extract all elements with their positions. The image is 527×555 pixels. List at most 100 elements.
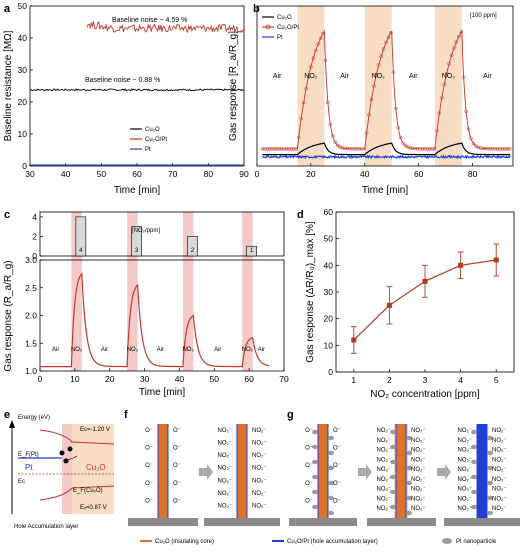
data-point	[432, 147, 437, 151]
region-label: Air	[52, 347, 59, 353]
adsorbed-species-label: NO₂⁻	[218, 453, 233, 459]
x-tick-label: 80	[204, 169, 214, 179]
adsorbed-species-label: NO₂⁻	[492, 467, 507, 473]
legend-label-pt: Pt	[277, 35, 283, 41]
data-point	[389, 30, 393, 35]
data-point	[396, 125, 400, 130]
adsorbed-species-label: NO₂⁻	[377, 457, 392, 463]
data-point	[447, 61, 451, 66]
data-point	[294, 147, 299, 151]
pt-nanoparticle	[406, 510, 412, 516]
data-point	[330, 134, 335, 138]
data-point	[435, 128, 439, 133]
y-tick-label: 50	[324, 234, 334, 244]
panel-a-legend: Cu₂O Cu₂O/Pt Pt	[130, 127, 167, 153]
adsorbed-species-label: NO₂⁻	[411, 448, 426, 454]
adsorbed-species-label: O⁻	[305, 463, 313, 469]
series-line-0	[262, 142, 511, 156]
adsorbed-species-label: NO₂⁻	[492, 496, 507, 502]
panel-c-x-ticks: 0 10 20 30 40 50 60 70	[38, 368, 289, 384]
adsorbed-species-label: NO₂⁻	[377, 506, 392, 512]
pt-nanoparticle	[328, 435, 334, 441]
y-tick-label: 2.0	[25, 311, 37, 321]
y-tick-label: 1.0	[25, 366, 37, 376]
x-tick-label: 40	[61, 169, 71, 179]
y-tick-label: 0	[328, 367, 333, 377]
data-point	[357, 147, 362, 151]
x-tick-label: 70	[168, 169, 178, 179]
data-point	[297, 135, 301, 140]
data-point	[313, 48, 318, 53]
x-tick-label: 50	[210, 374, 220, 384]
concentration-bar	[187, 236, 198, 257]
ef-pt-label: E_F(Pt)	[18, 452, 39, 458]
adsorbed-species-label: NO₂⁻	[492, 487, 507, 493]
data-point	[459, 30, 464, 34]
region-label: NO₂	[71, 347, 83, 353]
data-point	[318, 36, 323, 41]
adsorbed-species-label: NO₂⁻	[377, 438, 392, 444]
data-point	[263, 147, 267, 151]
data-point	[379, 54, 383, 58]
data-point	[374, 72, 379, 77]
data-point	[401, 141, 405, 145]
y-tick-label: 20	[324, 314, 334, 324]
region-label: Air	[258, 347, 265, 353]
pt-nanoparticle	[312, 474, 318, 480]
process-arrow	[199, 464, 213, 480]
data-point	[260, 147, 265, 151]
pt-nanoparticle	[406, 435, 412, 441]
x-tick-label: 80	[468, 169, 478, 179]
legend-label-cu2o-pt: Cu₂O/Pt	[277, 25, 299, 31]
data-point	[270, 147, 274, 151]
data-point	[449, 53, 454, 58]
region-label: Air	[157, 347, 164, 353]
adsorbed-species-label: NO₂⁻	[252, 466, 267, 472]
adsorbed-species-label: NO₂⁻	[458, 448, 473, 454]
adsorbed-species-label: O⁻	[305, 446, 313, 452]
pt-nanoparticle	[390, 489, 396, 495]
pt-nanoparticle	[328, 465, 334, 471]
data-point	[355, 147, 359, 151]
nanowire-core	[158, 424, 168, 518]
gas-on-region	[434, 6, 462, 166]
x-tick-label: 30	[25, 169, 35, 179]
adsorbed-species-label: O⁻	[145, 498, 153, 504]
y-tick-label: 30	[324, 287, 334, 297]
bar-label: 2	[191, 248, 195, 254]
adsorbed-species-label: NO₂⁻	[377, 477, 392, 483]
gas-on-region	[364, 6, 392, 166]
panel-c-y-title: Gas response (R_a/R_g)	[3, 260, 14, 371]
data-point	[352, 147, 357, 151]
legend-label-cu2o: Cu₂O	[277, 15, 292, 21]
concentration-bar	[246, 245, 257, 257]
bar-label: 4	[79, 248, 83, 254]
pt-nanoparticle	[312, 504, 318, 510]
nanowire-core	[477, 424, 487, 518]
data-point	[411, 146, 415, 151]
panel-b-letter: b	[253, 3, 260, 15]
data-point	[272, 147, 277, 151]
data-point	[461, 75, 466, 80]
data-point	[304, 87, 308, 91]
data-point	[398, 135, 403, 140]
bar-label: 1	[250, 248, 254, 254]
substrate	[289, 518, 357, 526]
data-point	[386, 302, 392, 308]
data-point	[347, 146, 352, 151]
panel-d-y-title: Gas response (ΔR/R₀)_max [%]	[305, 221, 316, 363]
pt-nanoparticle	[487, 450, 493, 456]
panel-c-region-labels: Air NO₂ Air NO₂ Air NO₂ Air NO₂ Air	[52, 347, 265, 353]
region-label: NO₂	[182, 347, 194, 353]
data-point	[493, 257, 499, 263]
data-point	[280, 147, 284, 151]
y-tick-label: 4	[32, 212, 37, 222]
y-tick-label: 30	[18, 65, 28, 75]
data-point	[326, 100, 330, 105]
data-point	[430, 147, 434, 151]
pt-nanoparticle	[312, 489, 318, 495]
x-tick-label: 3	[423, 375, 428, 385]
adsorbed-species-label: NO₂⁻	[252, 491, 267, 497]
adsorbed-species-label: NO₂⁻	[492, 457, 507, 463]
